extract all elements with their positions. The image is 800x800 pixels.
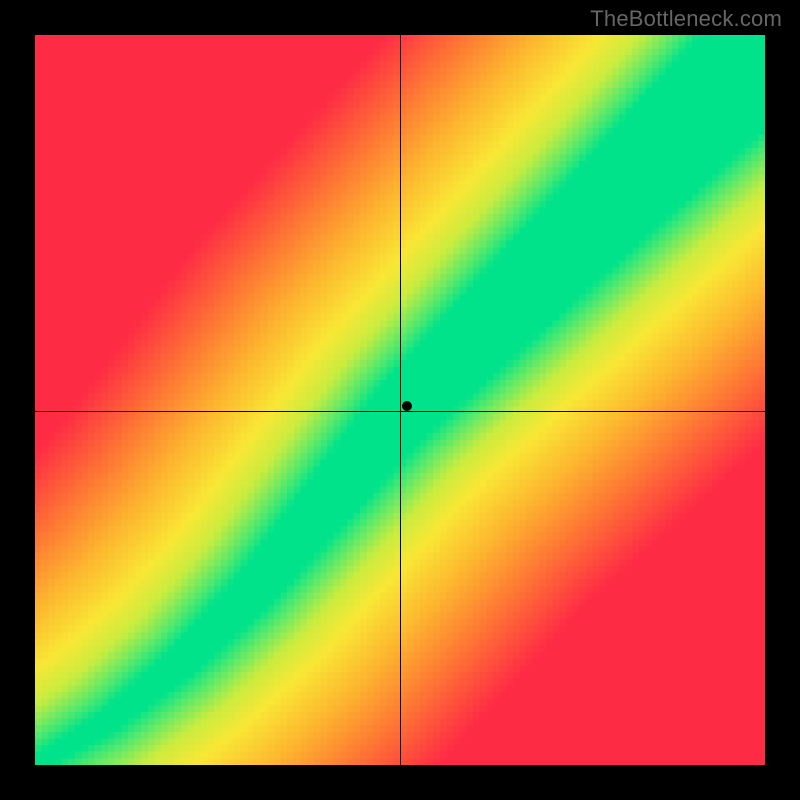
crosshair-horizontal [35,411,765,412]
plot-area [35,35,765,765]
watermark-text: TheBottleneck.com [590,6,782,32]
crosshair-vertical [400,35,401,765]
crosshair-marker [402,401,412,411]
chart-container: TheBottleneck.com [0,0,800,800]
